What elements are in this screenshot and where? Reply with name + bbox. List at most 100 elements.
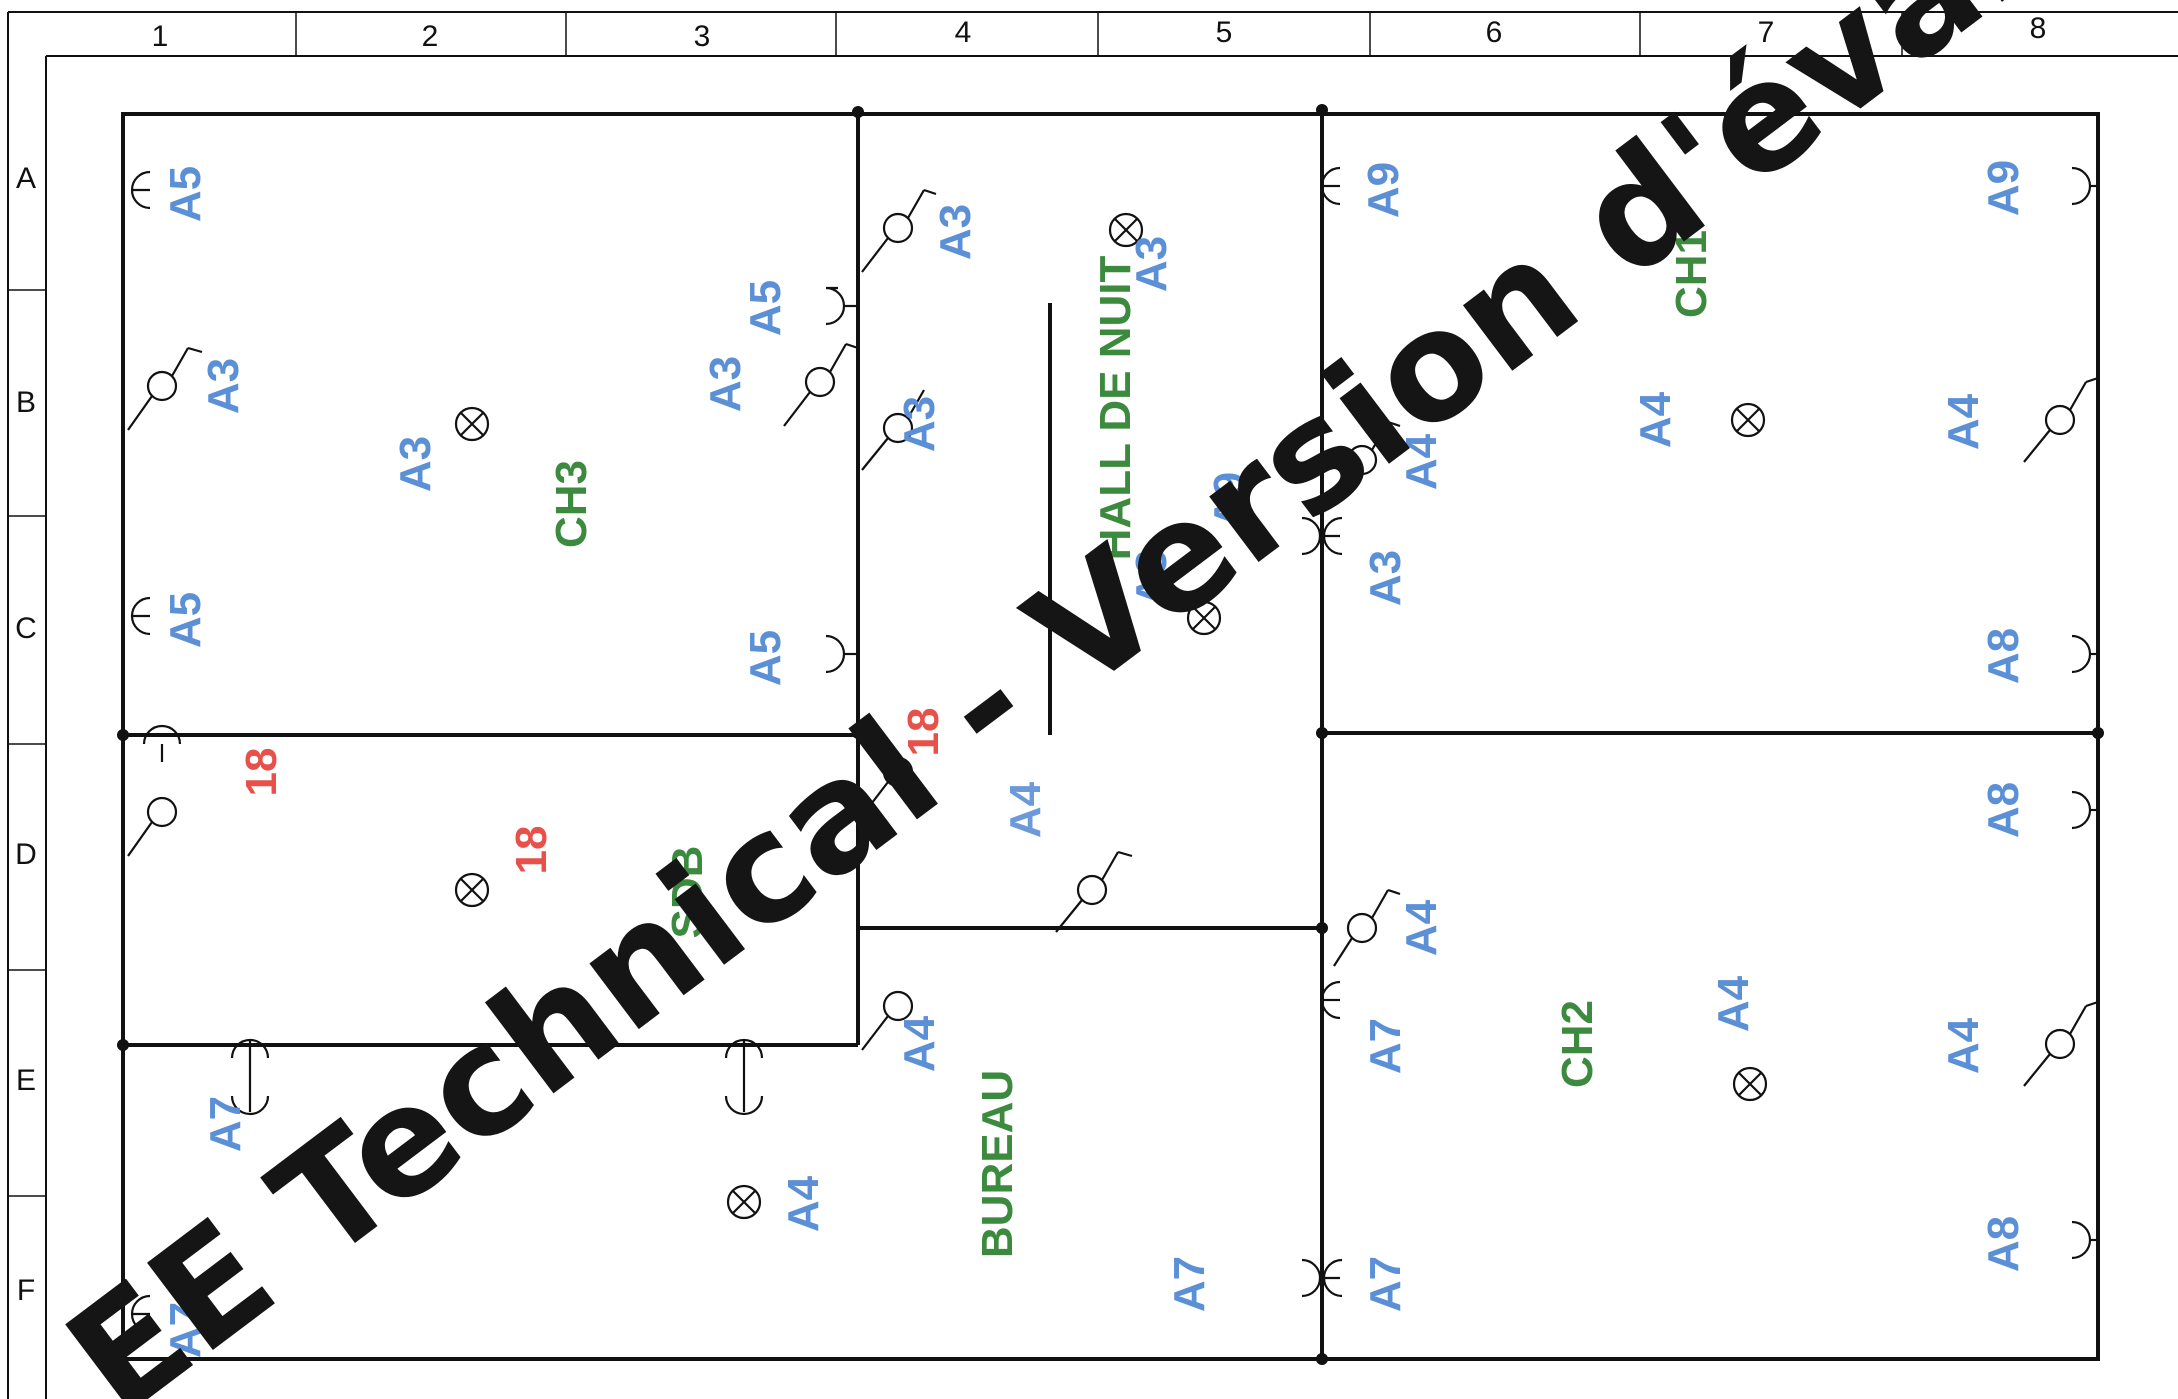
circuit-label-18: 18: [507, 826, 556, 875]
row-label: C: [15, 612, 37, 645]
switch-icons: [127, 188, 2099, 1087]
column-label: 2: [422, 20, 439, 53]
outlet-icon: [230, 1038, 270, 1116]
circuit-label: A4: [1631, 391, 1680, 448]
circuit-label: A3: [1127, 550, 1176, 606]
outlet-icon: [1301, 1258, 1343, 1298]
outlet-icon: [2071, 790, 2098, 830]
switch-icon: [1333, 888, 1401, 967]
column-label: 7: [1758, 16, 1775, 49]
row-labels: A B C D E F: [15, 162, 37, 1307]
circuit-label: A5: [741, 280, 790, 336]
light-icon: [454, 872, 490, 908]
column-label: 6: [1486, 16, 1503, 49]
circuit-label: A9: [1359, 162, 1408, 218]
outlet-icon: [142, 724, 182, 762]
circuit-label: A3: [1361, 550, 1410, 606]
outlet-icon: [1320, 980, 1341, 1020]
column-label: 1: [152, 20, 169, 53]
circuit-label: A8: [1979, 628, 2028, 684]
circuit-label: A7: [201, 1096, 250, 1152]
outlet-icons: [130, 166, 2098, 1334]
circuit-label: A4: [1709, 975, 1758, 1032]
column-label: 3: [694, 20, 711, 53]
outlet-icon: [825, 634, 856, 674]
outlet-icon: [825, 286, 856, 326]
circuit-label-18: 18: [899, 708, 948, 757]
circuit-label: A4: [779, 1175, 828, 1232]
room-label: BUREAU: [973, 1070, 1022, 1258]
switch-icon: [1333, 420, 1401, 499]
outlet-icon: [130, 170, 151, 210]
switch-icon: [861, 756, 914, 817]
circuit-label: A3: [931, 204, 980, 260]
circuit-label: A8: [1979, 782, 2028, 838]
room-label: SDB: [663, 846, 712, 939]
circuit-label: A7: [1165, 1256, 1214, 1312]
circuit-label: A7: [1361, 1256, 1410, 1312]
circuit-label: A5: [741, 630, 790, 686]
walls: [117, 104, 2104, 1365]
row-label: D: [15, 838, 37, 871]
outlet-icon: [2071, 1220, 2098, 1260]
circuit-label: A4: [1001, 781, 1050, 838]
room-label: CH2: [1553, 1000, 1602, 1088]
switch-icon: [2023, 376, 2099, 463]
room-label: HALL DE NUIT: [1091, 256, 1140, 561]
light-icon: [1732, 1066, 1768, 1102]
circuit-label: A3: [391, 436, 440, 492]
circuit-label: A9: [1205, 472, 1254, 528]
outlet-icon: [130, 596, 151, 636]
circuit-label: A4: [1939, 393, 1988, 450]
row-label: B: [16, 386, 36, 419]
circuit-label: A3: [701, 356, 750, 412]
column-labels: 1 2 3 4 5 6 7 8: [152, 12, 2047, 53]
circuit-label: A4: [1397, 433, 1446, 490]
light-icon: [1108, 212, 1144, 248]
circuit-label: A7: [161, 1302, 210, 1358]
light-icons: [454, 212, 1768, 1220]
circuit-label: A3: [895, 396, 944, 452]
switch-icon: [861, 188, 937, 273]
circuit-label: A8: [1979, 1216, 2028, 1272]
drawing-frame: [7, 11, 2178, 1399]
switch-icon: [127, 796, 178, 857]
column-label: 4: [955, 16, 972, 49]
circuit-label: A3: [1127, 236, 1176, 292]
circuit-label: A4: [895, 1015, 944, 1072]
switch-icon: [127, 346, 203, 431]
circuit-label: A4: [1397, 899, 1446, 956]
circuit-label-18: 18: [237, 748, 286, 797]
light-icon: [454, 406, 490, 442]
room-label: CH3: [547, 460, 596, 548]
row-label: F: [17, 1274, 35, 1307]
circuit-labels: A5 A5 A3 A3 A5 A3 A5 A3 A3 A3 A3 A9 A3 A…: [161, 160, 2028, 1358]
switch-icon: [1055, 850, 1133, 933]
light-icon: [1186, 600, 1222, 636]
column-label: 8: [2030, 12, 2047, 45]
room-labels: CH3 HALL DE NUIT CH1 SDB BUREAU CH2: [547, 230, 1716, 1258]
circuit-label: A5: [161, 592, 210, 648]
outlet-icon: [130, 1294, 151, 1334]
light-icon: [1730, 402, 1766, 438]
outlet-icon: [724, 1038, 764, 1116]
row-label: A: [16, 162, 36, 195]
light-icon: [726, 1184, 762, 1220]
circuit-label: A5: [161, 166, 210, 222]
circuit-label: A4: [1939, 1017, 1988, 1074]
outlet-icon: [2071, 634, 2098, 674]
circuit-label: A7: [1361, 1018, 1410, 1074]
room-label: CH1: [1667, 230, 1716, 318]
outlet-icon: [1320, 166, 1341, 206]
outlet-icon: [1301, 516, 1343, 556]
switch-icon: [861, 389, 925, 471]
circuit-label: A3: [199, 358, 248, 414]
column-label: 5: [1216, 16, 1233, 49]
switch-icon: [783, 342, 859, 427]
circuit-label: A9: [1979, 160, 2028, 216]
switch-icon: [2023, 1000, 2099, 1087]
row-label: E: [16, 1064, 36, 1097]
outlet-icon: [2071, 166, 2098, 206]
watermark: EE Technical - Version d'évalua: [37, 0, 2178, 1399]
